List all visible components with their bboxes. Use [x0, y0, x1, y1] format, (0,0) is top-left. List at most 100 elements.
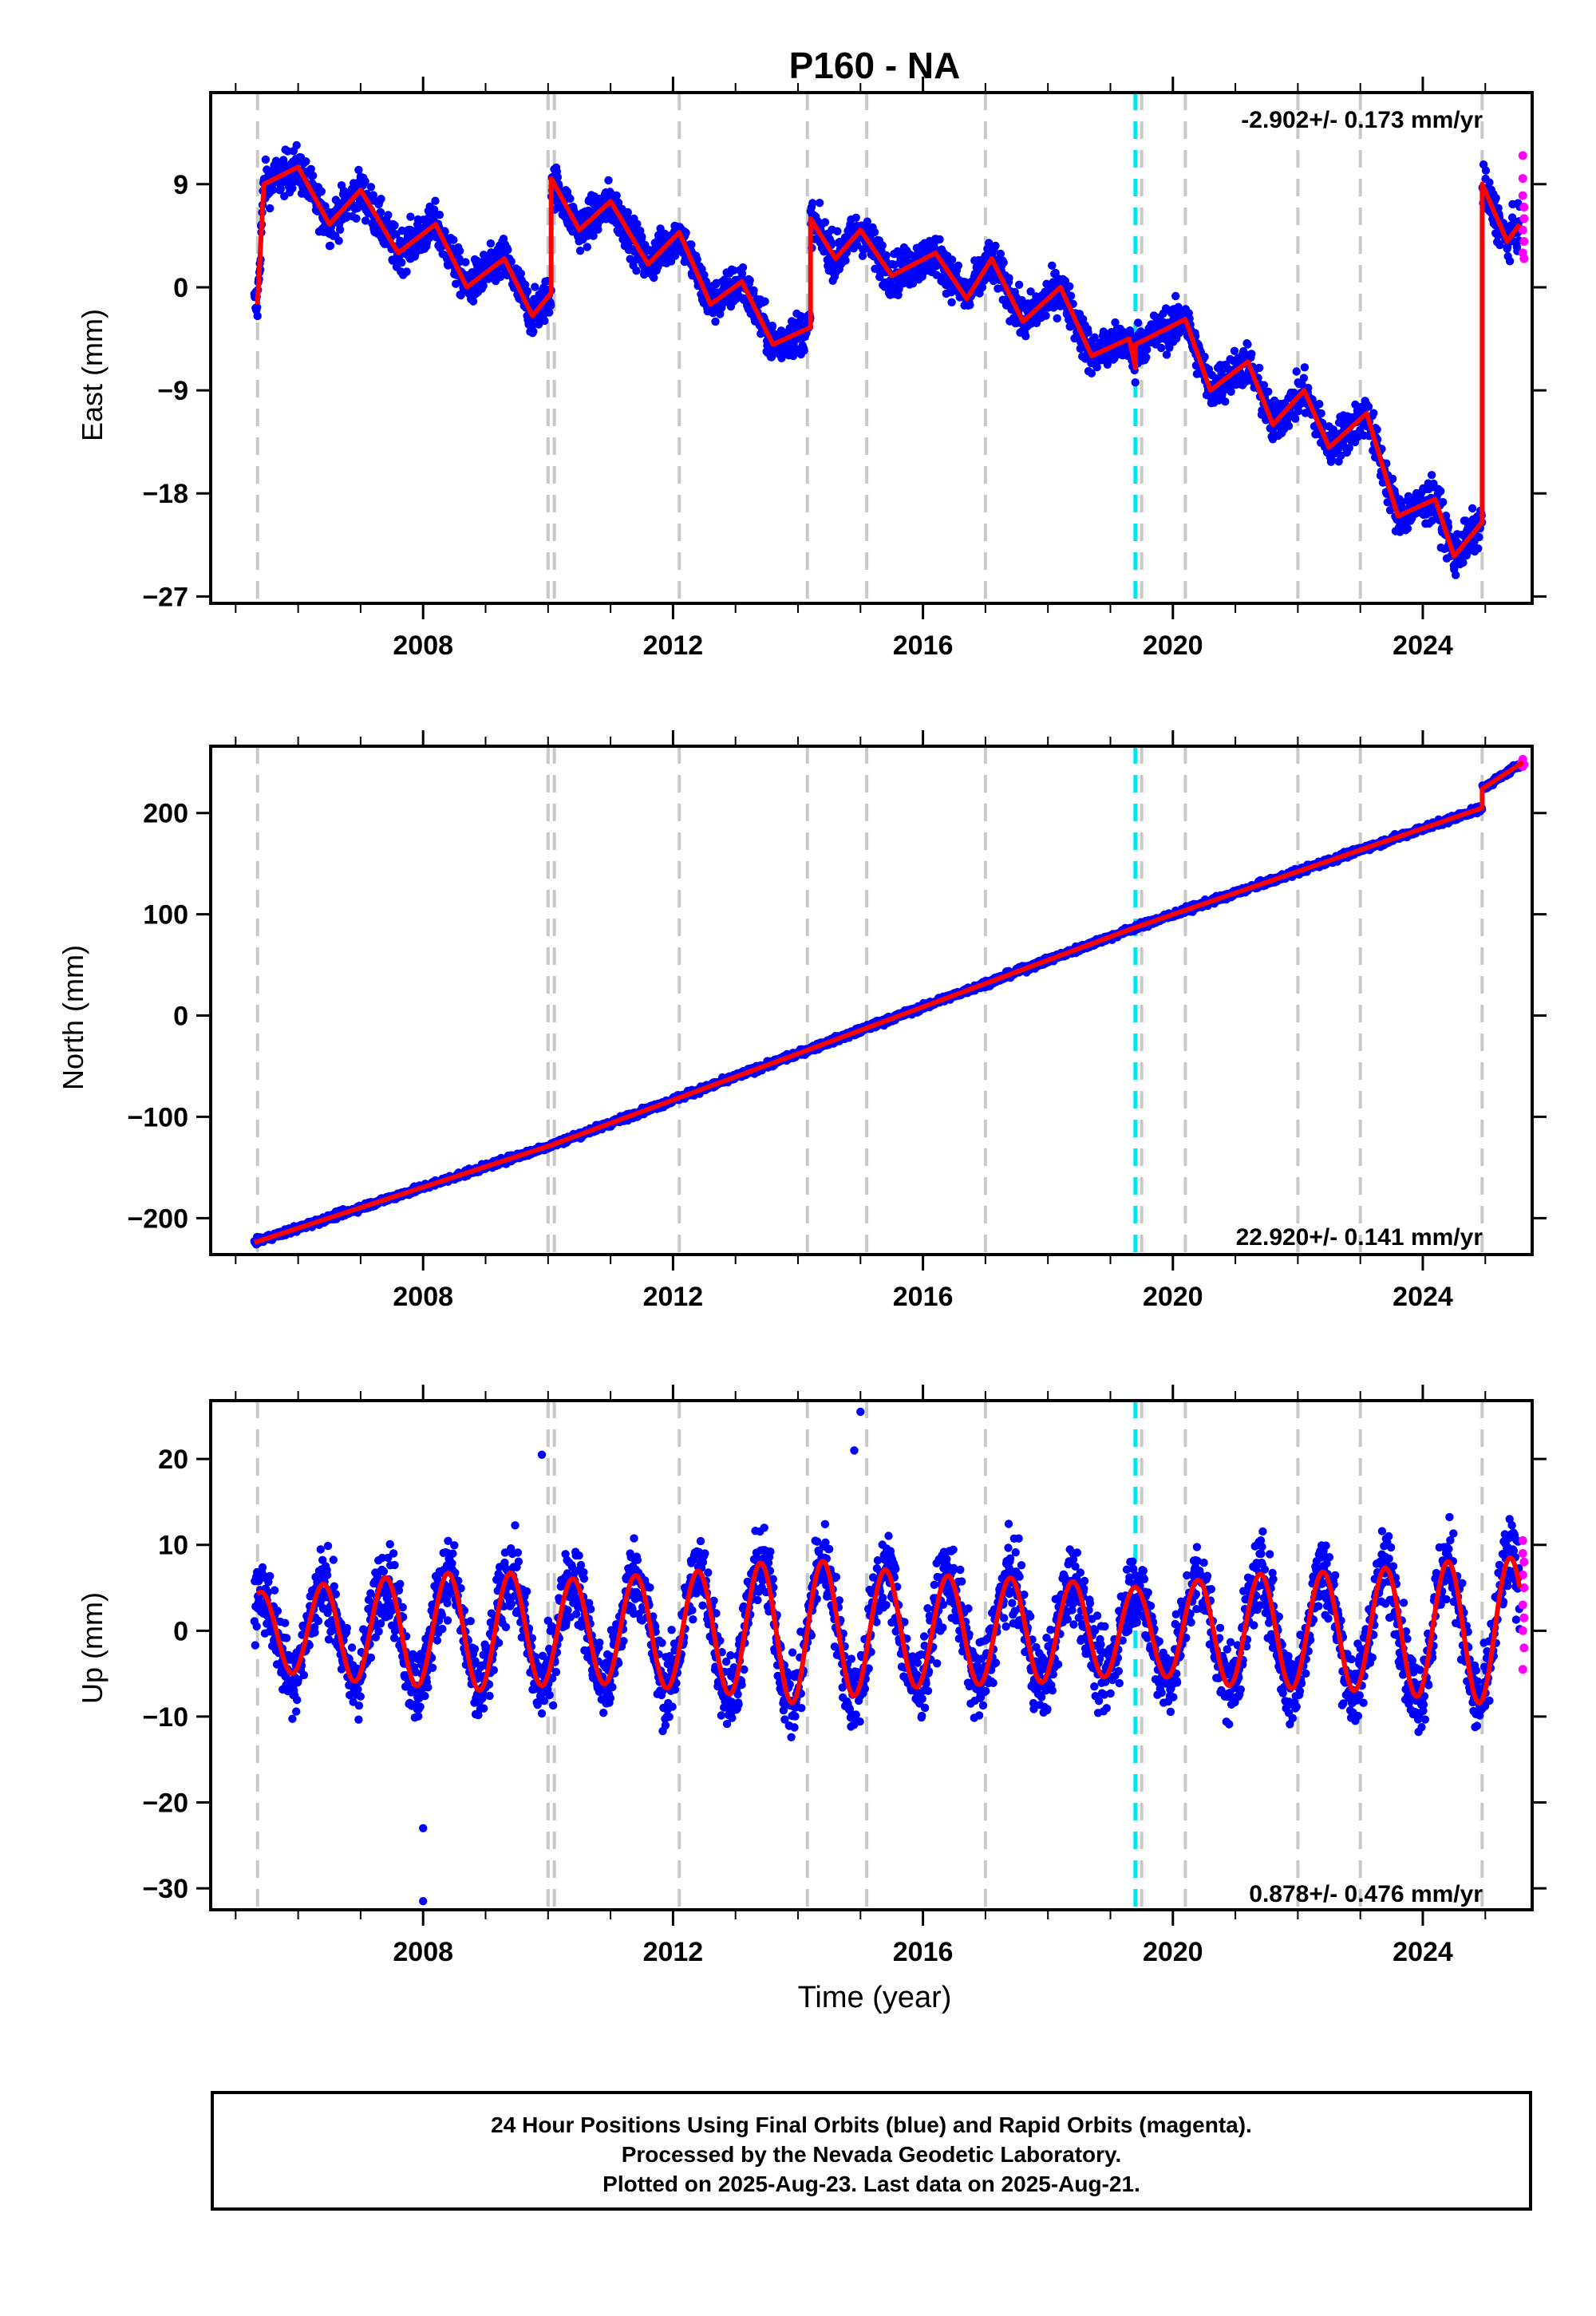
model-line	[255, 164, 1522, 559]
data-point	[1317, 409, 1325, 418]
data-point	[455, 247, 464, 255]
x-tick-label: 2020	[1143, 630, 1203, 661]
data-point	[1364, 402, 1373, 411]
data-point	[768, 322, 777, 330]
data-point	[1133, 318, 1143, 327]
data-point	[966, 301, 974, 310]
data-point	[947, 255, 957, 264]
data-point	[553, 172, 563, 182]
data-point	[326, 241, 335, 251]
plot-frame	[209, 91, 1534, 605]
figure-title: P160 - NA	[789, 45, 961, 86]
data-point	[1131, 378, 1140, 387]
data-point	[402, 267, 411, 276]
data-point	[1369, 409, 1378, 417]
data-point	[947, 298, 956, 306]
data-point	[268, 185, 278, 195]
east-axis-label: East (mm)	[76, 309, 109, 441]
data-point	[612, 191, 621, 200]
data-point	[523, 287, 532, 296]
data-point	[991, 241, 1000, 251]
data-point	[1439, 498, 1448, 507]
data-point	[882, 251, 891, 260]
rapid-point	[1519, 202, 1529, 211]
data-point	[1247, 350, 1256, 358]
data-point	[352, 214, 361, 223]
data-point	[496, 271, 505, 280]
data-point	[954, 261, 963, 270]
data-point	[583, 243, 591, 251]
data-point	[1436, 487, 1445, 496]
data-point	[851, 213, 860, 222]
data-point	[540, 316, 549, 326]
data-point	[253, 311, 262, 321]
data-point	[1021, 332, 1030, 341]
data-point	[1227, 387, 1235, 396]
data-point	[431, 196, 440, 205]
data-point	[397, 226, 406, 235]
data-point	[1005, 274, 1013, 283]
rapid-point	[1519, 254, 1529, 263]
rapid-point	[1518, 174, 1527, 184]
data-point	[1452, 571, 1460, 579]
data-point	[1291, 414, 1300, 423]
data-point	[1041, 311, 1050, 320]
east-rate-label: -2.902+/- 0.173 mm/yr	[1241, 107, 1483, 133]
data-point	[1243, 340, 1252, 349]
data-point	[547, 301, 555, 310]
data-point	[435, 211, 444, 219]
data-point	[1171, 291, 1180, 301]
data-point	[1014, 280, 1024, 289]
x-tick-label: 2024	[1393, 630, 1453, 661]
data-point	[377, 195, 385, 204]
data-point	[760, 297, 769, 306]
data-point	[486, 239, 496, 248]
data-point	[366, 183, 376, 192]
data-point	[1300, 363, 1310, 372]
data-point	[1474, 544, 1483, 553]
data-point	[253, 302, 262, 312]
data-point	[626, 255, 634, 263]
data-point	[292, 140, 301, 150]
data-point	[589, 231, 598, 240]
data-point	[614, 198, 623, 207]
data-point	[479, 281, 488, 290]
data-point	[594, 225, 602, 234]
data-point	[1053, 314, 1061, 323]
data-point	[504, 245, 512, 255]
data-point	[1221, 397, 1230, 406]
data-point	[566, 194, 575, 204]
data-point	[638, 232, 646, 241]
data-point	[1230, 346, 1239, 355]
data-point	[429, 205, 439, 214]
data-point	[308, 171, 318, 180]
y-tick-label: 9	[173, 170, 188, 200]
data-point	[1292, 367, 1301, 376]
data-point	[302, 157, 310, 166]
data-point	[999, 258, 1008, 267]
data-point	[1403, 524, 1412, 533]
data-point	[306, 164, 315, 173]
data-point	[261, 155, 271, 164]
data-point	[1065, 282, 1074, 290]
north-final-points	[250, 760, 1524, 1249]
data-point	[1491, 194, 1500, 203]
rapid-point	[1519, 214, 1529, 223]
data-point	[1468, 504, 1477, 513]
rapid-point	[1518, 191, 1527, 200]
data-point	[749, 286, 758, 294]
data-point	[935, 235, 944, 244]
data-point	[1254, 363, 1264, 373]
data-point	[1475, 532, 1483, 542]
y-tick-label: −27	[142, 582, 188, 612]
data-point	[384, 211, 393, 219]
data-point	[397, 258, 406, 267]
data-point	[520, 280, 530, 290]
data-point	[545, 308, 554, 317]
data-point	[1142, 353, 1151, 362]
data-point	[361, 177, 369, 186]
